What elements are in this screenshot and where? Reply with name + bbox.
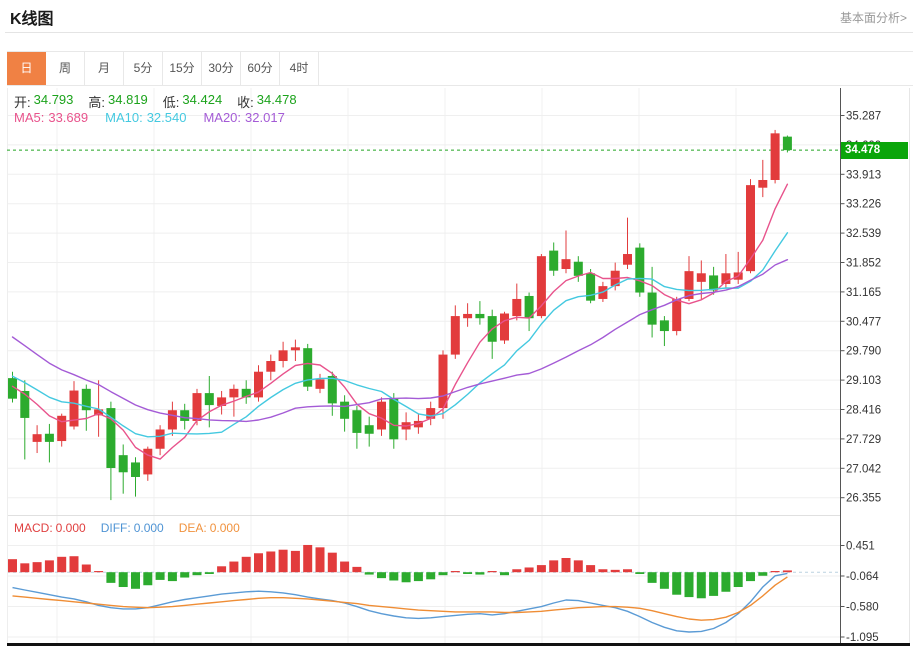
low-label: 低: — [162, 95, 180, 110]
svg-text:33.226: 33.226 — [846, 199, 881, 211]
svg-text:28.416: 28.416 — [846, 405, 881, 417]
svg-text:26.355: 26.355 — [846, 493, 881, 505]
svg-text:33.913: 33.913 — [846, 169, 881, 181]
svg-text:30.477: 30.477 — [846, 316, 881, 328]
tab-week[interactable]: 周 — [46, 52, 85, 85]
svg-text:27.729: 27.729 — [846, 434, 881, 446]
dea-label: DEA: — [178, 521, 207, 535]
diff-value: 0.000 — [133, 521, 164, 535]
tab-month[interactable]: 月 — [85, 52, 124, 85]
low-value: 34.424 — [182, 92, 223, 107]
svg-text:31.852: 31.852 — [846, 258, 881, 270]
open-value: 34.793 — [33, 92, 74, 107]
close-value: 34.478 — [256, 92, 297, 107]
tab-60min[interactable]: 60分 — [241, 52, 280, 85]
svg-text:27.042: 27.042 — [846, 463, 881, 475]
svg-text:-0.064: -0.064 — [846, 571, 879, 583]
macd-value: 0.000 — [55, 521, 86, 535]
ma5-label: MA5: — [14, 110, 45, 125]
macd-label: MACD: — [14, 521, 53, 535]
high-value: 34.819 — [108, 92, 148, 107]
svg-text:-0.580: -0.580 — [846, 602, 879, 614]
macd-header-row: MACD: 0.000 DIFF: 0.000 DEA: 0.000 — [14, 521, 240, 535]
ma20-value: 32.017 — [245, 110, 285, 125]
svg-text:0.451: 0.451 — [846, 541, 875, 553]
high-label: 高: — [88, 95, 106, 110]
ma10-label: MA10: — [105, 110, 143, 125]
title-divider — [5, 32, 913, 33]
tab-15min[interactable]: 15分 — [163, 52, 202, 85]
ma5-value: 33.689 — [48, 110, 89, 125]
svg-text:35.287: 35.287 — [846, 111, 881, 123]
tab-30min[interactable]: 30分 — [202, 52, 241, 85]
svg-text:-1.095: -1.095 — [846, 632, 879, 644]
tab-5min[interactable]: 5分 — [124, 52, 163, 85]
ma10-value: 32.540 — [146, 110, 187, 125]
tab-day[interactable]: 日 — [7, 52, 46, 85]
current-price-tag: 34.478 — [841, 142, 908, 159]
close-label: 收: — [237, 95, 254, 110]
dea-value: 0.000 — [209, 521, 240, 535]
period-tabbar: 日 周 月 5分 15分 30分 60分 4时 — [7, 51, 913, 86]
svg-text:32.539: 32.539 — [846, 228, 881, 240]
diff-label: DIFF: — [100, 521, 131, 535]
ohlc-row: 开: 34.793 高: 34.819 低: 34.424 收: 34.478 — [14, 92, 297, 111]
svg-text:29.790: 29.790 — [846, 346, 881, 358]
ma-row: MA5: 33.689 MA10: 32.540 MA20: 32.017 — [14, 110, 285, 125]
tab-4hour[interactable]: 4时 — [280, 52, 319, 85]
fundamental-analysis-link[interactable]: 基本面分析> — [839, 11, 907, 25]
page-title: K线图 — [10, 11, 54, 28]
open-label: 开: — [14, 95, 31, 110]
svg-text:29.103: 29.103 — [846, 375, 881, 387]
ma20-label: MA20: — [203, 110, 242, 125]
svg-text:31.165: 31.165 — [846, 287, 881, 299]
